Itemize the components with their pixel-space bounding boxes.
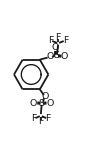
Text: O: O [41,92,48,101]
Text: F: F [55,33,61,42]
Text: O: O [51,43,59,52]
Text: S: S [54,51,59,60]
Text: O: O [47,52,54,61]
Text: S: S [39,99,45,108]
Text: F: F [45,114,51,123]
Text: F: F [48,36,53,45]
Text: F: F [63,36,68,45]
Text: O: O [30,99,37,108]
Text: F: F [38,117,43,126]
Text: F: F [31,114,36,123]
Text: O: O [46,99,54,108]
Text: O: O [61,52,68,61]
